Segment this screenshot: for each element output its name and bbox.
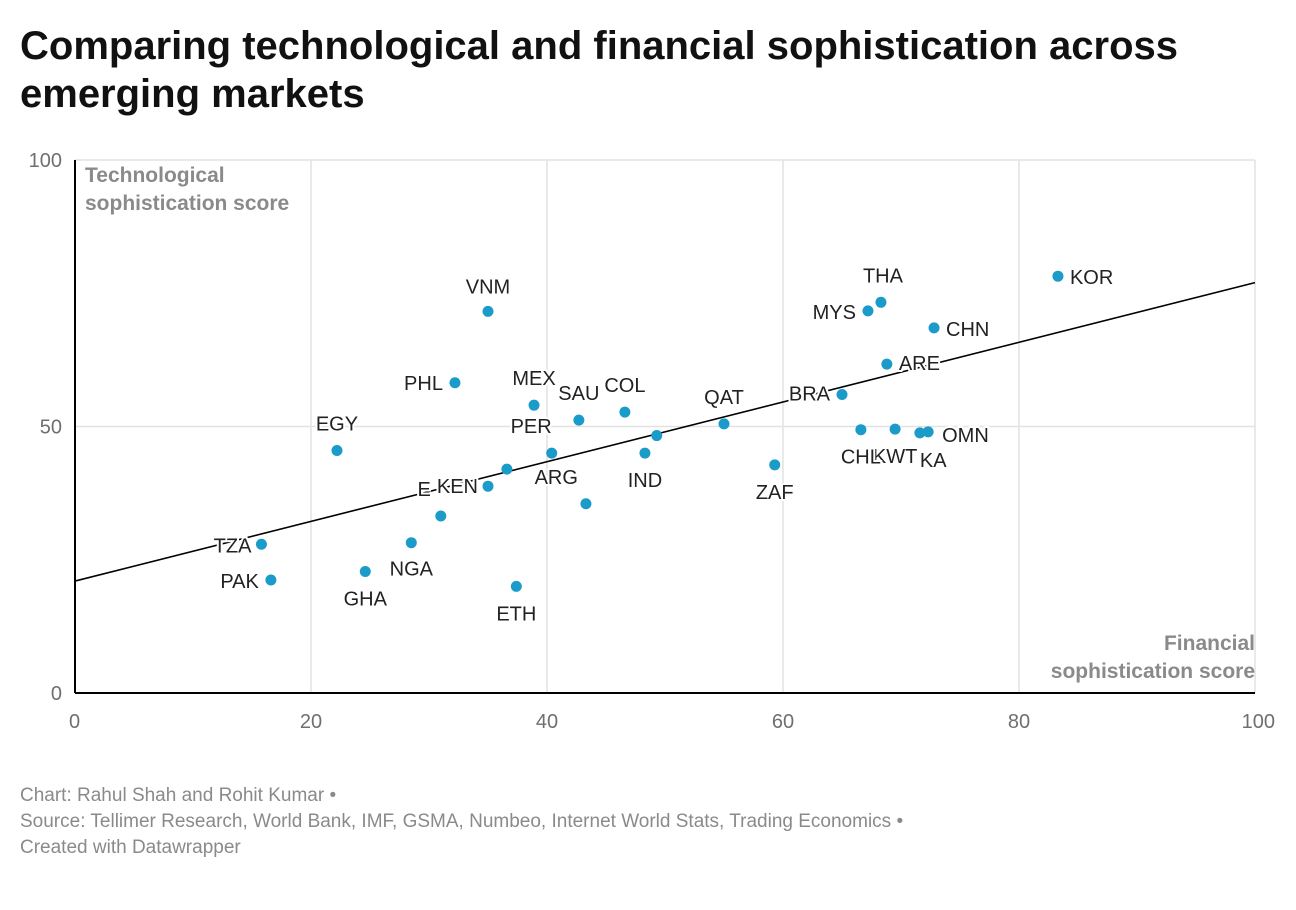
- data-point: [573, 414, 585, 426]
- point-label: CHN: [946, 319, 989, 341]
- trendline-layer: [74, 281, 1256, 582]
- data-point: [769, 459, 781, 471]
- point-label: QAT: [704, 387, 744, 409]
- trendline: [74, 281, 1256, 582]
- data-point: [580, 498, 592, 510]
- data-point: [928, 322, 940, 334]
- point-label: KA: [920, 450, 947, 472]
- point-label: COL: [604, 375, 645, 397]
- point-label: BRA: [789, 384, 831, 406]
- point-label: SAU: [558, 383, 599, 405]
- points-layer: [255, 270, 1064, 592]
- point-label: KEN: [437, 476, 478, 498]
- data-point: [718, 418, 730, 430]
- data-point: [914, 427, 926, 439]
- point-label: PAK: [220, 571, 259, 593]
- y-tick-label: 0: [51, 683, 62, 705]
- point-label: MEX: [512, 368, 555, 390]
- data-point: [435, 510, 447, 522]
- x-tick-label: 100: [1242, 711, 1275, 733]
- x-tick-label: 60: [772, 711, 794, 733]
- x-tick-label: 0: [69, 711, 80, 733]
- point-label: IND: [628, 470, 662, 492]
- data-point: [265, 574, 277, 586]
- point-label: PHL: [404, 373, 443, 395]
- point-label: NGA: [390, 559, 434, 581]
- created-with-text: Created with Datawrapper: [20, 837, 241, 858]
- point-label: THA: [863, 265, 904, 287]
- data-point: [255, 538, 267, 550]
- data-point: [405, 537, 417, 549]
- point-label: ARE: [899, 353, 940, 375]
- point-label: OMN: [942, 425, 989, 447]
- y-axis-title: sophistication score: [85, 192, 289, 215]
- y-axis-title: Technological: [85, 164, 225, 187]
- data-point: [881, 358, 893, 370]
- data-point: [528, 399, 540, 411]
- point-label: VNM: [466, 276, 510, 298]
- y-tick-label: 50: [40, 417, 62, 439]
- point-label: ETH: [496, 603, 536, 625]
- grid-layer: [75, 159, 1256, 693]
- chart-footer: Chart: Rahul Shah and Rohit Kumar • Sour…: [20, 783, 903, 861]
- credit-text: Chart: Rahul Shah and Rohit Kumar •: [20, 785, 337, 806]
- x-tick-label: 80: [1008, 711, 1030, 733]
- data-point: [855, 424, 867, 436]
- point-label: TZA: [214, 535, 252, 557]
- x-tick-label: 20: [300, 711, 322, 733]
- data-point: [449, 377, 461, 389]
- data-point: [1052, 270, 1064, 282]
- data-point: [482, 305, 494, 317]
- point-label: KOR: [1070, 267, 1113, 289]
- data-point: [889, 423, 901, 435]
- source-text: Source: Tellimer Research, World Bank, I…: [20, 811, 904, 832]
- point-label: CHL: [841, 447, 881, 469]
- data-point: [651, 430, 663, 442]
- data-point: [836, 389, 848, 401]
- data-point: [619, 406, 631, 418]
- data-point: [875, 296, 887, 308]
- data-point: [639, 447, 651, 459]
- axis-titles-layer: Technological sophistication score Financi…: [85, 164, 1255, 683]
- data-point: [546, 447, 558, 459]
- data-point: [331, 444, 343, 456]
- point-label: ZAF: [756, 482, 794, 504]
- data-point: [359, 565, 371, 577]
- chart-title: Comparing technological and financial so…: [20, 24, 1178, 116]
- axis-layer: 0 50 100 0 20 40 60 80 100: [29, 150, 1275, 733]
- y-tick-label: 100: [29, 150, 62, 172]
- data-point: [922, 426, 934, 438]
- point-label: E: [417, 479, 430, 501]
- data-point: [501, 463, 513, 475]
- point-label: GHA: [344, 588, 388, 610]
- x-axis-title: sophistication score: [1051, 660, 1255, 683]
- scatter-chart: 0 50 100 0 20 40 60 80 100 KOR THA MYS CHN ARE BRA OMN…: [29, 150, 1275, 733]
- point-label: KWT: [873, 446, 917, 468]
- point-label: PER: [511, 416, 552, 438]
- data-point: [862, 305, 874, 317]
- data-point: [510, 580, 522, 592]
- x-axis-title: Financial: [1164, 632, 1255, 655]
- point-label: ARG: [535, 467, 578, 489]
- point-label: EGY: [316, 413, 358, 435]
- x-tick-label: 40: [536, 711, 558, 733]
- data-point: [482, 480, 494, 492]
- point-label: MYS: [813, 302, 856, 324]
